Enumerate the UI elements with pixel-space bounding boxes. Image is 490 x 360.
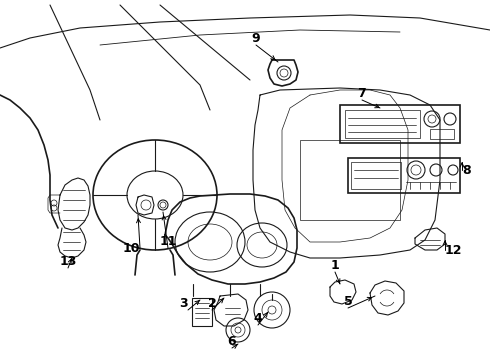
Text: 4: 4 [254,312,262,325]
Bar [345,110,420,138]
Text: 11: 11 [159,235,177,248]
Text: 13: 13 [59,255,77,268]
Bar [192,298,212,326]
Text: 12: 12 [445,243,463,257]
Text: 3: 3 [179,297,188,310]
Text: 6: 6 [228,335,236,348]
Text: 9: 9 [252,32,260,45]
Text: 2: 2 [208,297,217,310]
Text: 1: 1 [331,259,340,272]
Bar [300,140,400,220]
Bar [430,129,454,139]
Text: 8: 8 [462,163,470,176]
Bar [340,105,460,143]
Bar [351,162,401,189]
Bar [348,158,460,193]
Text: 5: 5 [343,295,352,308]
Text: 10: 10 [122,242,140,255]
Text: 7: 7 [358,87,367,100]
